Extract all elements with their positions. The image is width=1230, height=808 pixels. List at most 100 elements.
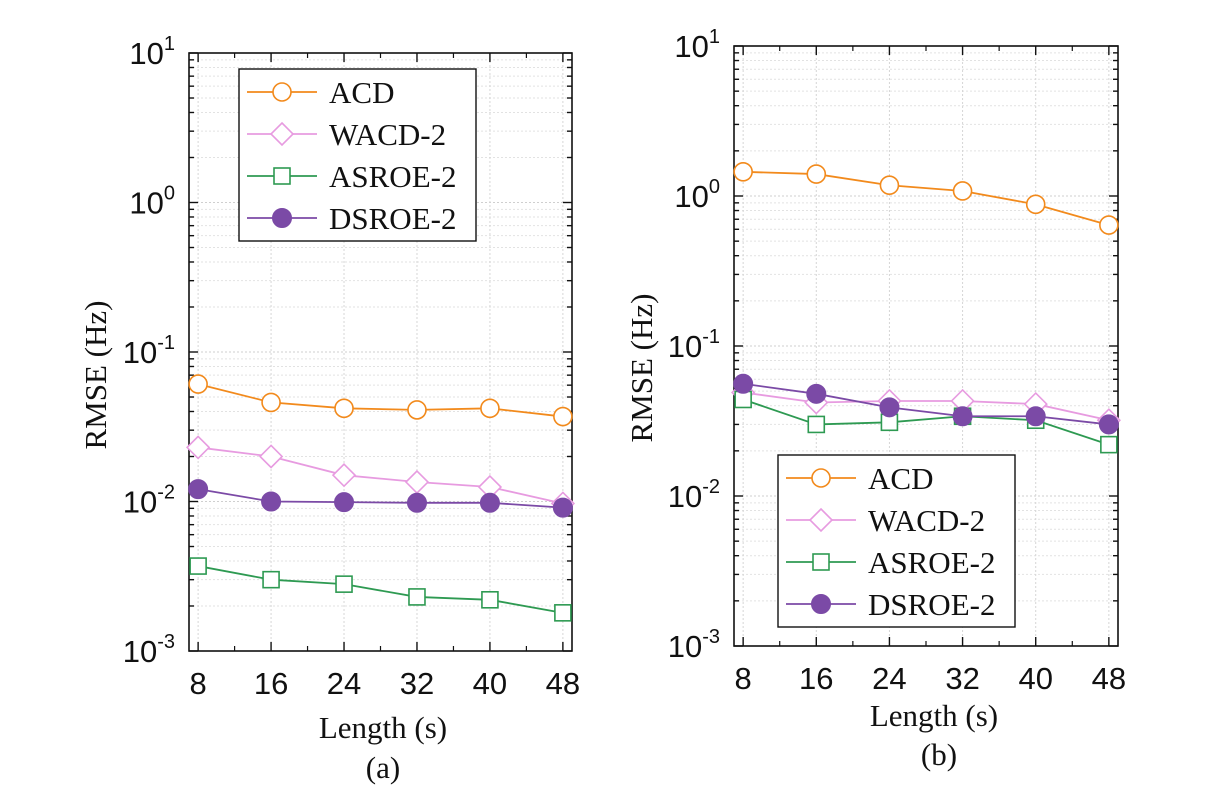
data-point — [261, 392, 281, 413]
x-ticks-a: 8 16 24 32 40 48 — [189, 53, 580, 701]
legend-item: WACD-2 — [247, 117, 446, 152]
y-tick-label: 10-2 — [123, 482, 175, 520]
x-tick-label: 8 — [735, 661, 752, 696]
series-line — [197, 488, 563, 509]
legend-item: ASROE-2 — [786, 545, 995, 580]
data-point — [480, 398, 500, 419]
data-point — [261, 491, 282, 512]
data-point — [554, 604, 572, 622]
legend-label: ACD — [868, 461, 933, 496]
data-point — [807, 415, 826, 434]
x-tick-label: 24 — [327, 666, 361, 701]
data-point — [481, 591, 499, 609]
ylabel-a: RMSE (Hz) — [78, 301, 113, 450]
series-line — [743, 382, 1109, 426]
plot-area-a: 101 100 10-1 10-2 10-3 8 16 24 32 40 48 ACD WACD-2 AS… — [123, 33, 580, 701]
legend-item: ASROE-2 — [247, 159, 456, 194]
series-line — [743, 391, 1110, 422]
legend-swatch-marker — [272, 82, 292, 102]
panel-b: 101 100 10-1 10-2 10-3 8 16 24 32 40 48 ACD WACD-2 AS… — [624, 26, 1126, 772]
data-point — [1100, 435, 1118, 454]
data-point — [258, 444, 284, 469]
legend-label: ACD — [329, 75, 394, 110]
legend-swatch-marker — [272, 208, 292, 228]
x-ticks-b: 8 16 24 32 40 48 — [735, 46, 1126, 696]
legend-label: DSROE-2 — [329, 201, 456, 236]
y-tick-label: 10-3 — [668, 626, 720, 664]
legend-item: ACD — [786, 461, 933, 496]
series-line — [743, 170, 1110, 226]
series-acd — [733, 161, 1119, 235]
legend-swatch-marker — [808, 507, 834, 533]
series-dsroe-2 — [733, 373, 1119, 435]
xlabel-a: Length (s) — [319, 710, 447, 745]
data-point — [879, 397, 900, 418]
data-point — [406, 492, 427, 513]
data-point — [334, 398, 354, 419]
data-point — [407, 400, 427, 420]
data-point — [952, 406, 973, 427]
data-point — [552, 497, 573, 518]
legend-item: ACD — [247, 75, 394, 110]
data-point — [879, 175, 900, 196]
series-line — [197, 565, 564, 614]
x-tick-label: 24 — [872, 661, 906, 696]
series-line — [742, 398, 1110, 446]
legend-a: ACD WACD-2 ASROE-2 DSROE-2 — [238, 68, 477, 242]
y-tick-label: 101 — [129, 33, 175, 71]
data-point — [188, 374, 208, 394]
x-tick-label: 16 — [254, 666, 288, 701]
data-point — [189, 557, 207, 575]
series-line — [198, 446, 564, 505]
data-point — [188, 479, 209, 500]
x-tick-label: 16 — [799, 661, 833, 696]
legend-label: ASROE-2 — [329, 159, 456, 194]
legend-label: WACD-2 — [868, 503, 985, 538]
data-point — [806, 383, 827, 404]
legend-item: WACD-2 — [786, 503, 985, 538]
x-tick-label: 32 — [400, 666, 434, 701]
series-acd — [188, 374, 573, 427]
panel-a: 101 100 10-1 10-2 10-3 8 16 24 32 40 48 ACD WACD-2 AS… — [78, 33, 580, 785]
legend-item: DSROE-2 — [786, 587, 995, 622]
series-wacd-2 — [731, 380, 1121, 433]
series-line — [197, 383, 563, 418]
ylabel-b: RMSE (Hz) — [624, 294, 659, 443]
plot-area-b: 101 100 10-1 10-2 10-3 8 16 24 32 40 48 ACD WACD-2 AS… — [668, 26, 1126, 696]
data-point — [185, 435, 211, 460]
data-point — [479, 492, 500, 513]
legend-swatch-marker — [811, 468, 831, 488]
x-tick-label: 48 — [546, 666, 580, 701]
caption-b: (b) — [921, 737, 957, 772]
data-point — [334, 492, 355, 513]
y-tick-label: 10-3 — [123, 631, 175, 669]
caption-a: (a) — [366, 750, 400, 785]
legend-swatch-marker — [269, 121, 295, 147]
data-point — [331, 463, 357, 488]
data-point — [1025, 406, 1046, 427]
data-point — [1098, 414, 1119, 435]
legend-label: WACD-2 — [329, 117, 446, 152]
x-tick-label: 40 — [473, 666, 507, 701]
y-tick-label: 10-1 — [123, 332, 175, 370]
legend-swatch-marker — [811, 594, 831, 614]
series-dsroe-2 — [188, 479, 573, 518]
data-point — [734, 390, 752, 409]
series-asroe-2 — [189, 557, 572, 622]
y-ticks-b: 101 100 10-1 10-2 10-3 — [668, 26, 1118, 664]
x-tick-label: 40 — [1018, 661, 1052, 696]
xlabel-b: Length (s) — [870, 698, 998, 733]
legend-label: DSROE-2 — [868, 587, 995, 622]
legend-item: DSROE-2 — [247, 201, 456, 236]
data-point — [733, 161, 753, 182]
x-tick-label: 8 — [189, 666, 206, 701]
data-point — [806, 164, 827, 184]
data-point — [335, 575, 353, 593]
data-point — [553, 406, 573, 427]
data-point — [262, 570, 280, 589]
y-tick-label: 101 — [674, 26, 720, 64]
legend-b: ACD WACD-2 ASROE-2 DSROE-2 — [777, 454, 1016, 628]
data-point — [408, 588, 426, 606]
y-tick-label: 10-1 — [668, 326, 720, 364]
